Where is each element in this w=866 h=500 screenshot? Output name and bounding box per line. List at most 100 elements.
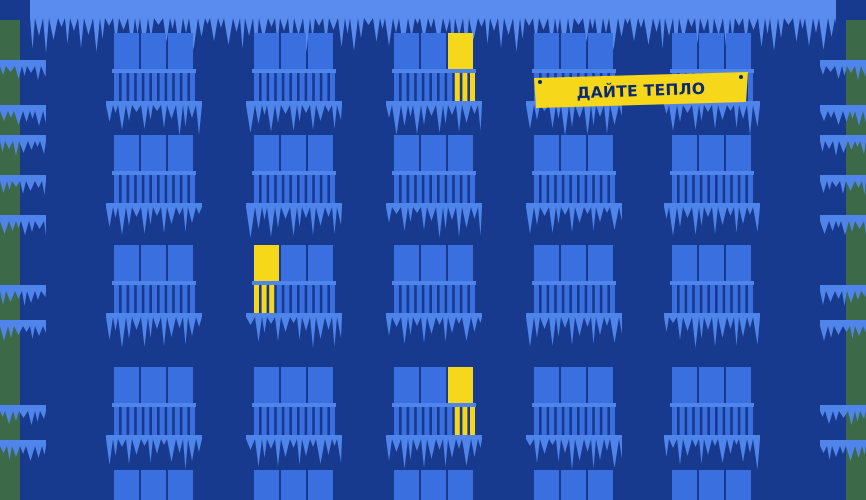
balcony-slab: [526, 313, 622, 317]
balcony-bar: [732, 407, 738, 435]
balcony-bar: [314, 73, 320, 101]
balcony-bar: [182, 73, 188, 101]
window-pane: [421, 367, 446, 403]
balcony-bar: [587, 407, 593, 435]
tree-left: [0, 20, 20, 500]
balcony-bar: [470, 175, 475, 203]
balcony-bar: [307, 407, 313, 435]
balcony-icicles: [106, 105, 202, 136]
balcony-bar: [322, 73, 328, 101]
balcony-bar: [152, 73, 157, 101]
balcony-bar: [269, 73, 275, 101]
balcony-bar: [284, 73, 290, 101]
balcony-icicles: [664, 105, 760, 136]
balcony-bar: [136, 73, 142, 101]
window-pane: [394, 135, 419, 171]
tree-snow-ledge: [0, 60, 46, 66]
balcony-bar: [610, 285, 615, 313]
balcony-bar: [114, 175, 119, 203]
balcony-slab: [664, 203, 760, 207]
window-pane: [534, 367, 559, 403]
tree-icicles: [820, 66, 866, 80]
balcony-bar: [534, 407, 539, 435]
balcony-bar: [679, 175, 685, 203]
balcony-bar: [424, 407, 430, 435]
balcony-icicles: [246, 439, 342, 467]
window-pane: [394, 245, 419, 281]
window-pane: [448, 470, 473, 500]
balcony-bar: [330, 407, 335, 435]
balcony-bar: [470, 285, 475, 313]
balcony-bar: [454, 175, 460, 203]
balcony-bar: [462, 73, 468, 101]
balcony-slab: [106, 203, 202, 207]
balcony-bar: [167, 407, 173, 435]
balcony-bar: [748, 407, 753, 435]
balcony-bar: [549, 175, 555, 203]
balcony-bar: [144, 175, 150, 203]
balcony-rail: [392, 171, 476, 175]
balcony-bar: [439, 73, 445, 101]
balcony-bar: [144, 285, 150, 313]
tree-snow-ledge: [820, 320, 866, 326]
balcony-rail: [252, 69, 336, 73]
balcony-bar: [182, 175, 188, 203]
balcony-bar: [182, 407, 188, 435]
balcony-bar: [159, 73, 165, 101]
window-pane: [421, 245, 446, 281]
window-pane: [168, 245, 193, 281]
balcony-bar: [314, 285, 320, 313]
tree-icicles: [820, 221, 866, 236]
balcony-bar: [447, 407, 453, 435]
banner-text: ДАЙТЕ ТЕПЛО: [576, 79, 706, 103]
balcony-bar: [330, 73, 335, 101]
balcony-slab: [386, 101, 482, 105]
balcony-bar: [159, 407, 165, 435]
balcony-bar: [687, 285, 693, 313]
balcony-icicles: [246, 207, 342, 238]
window-pane: [588, 245, 613, 281]
window-pane: [588, 33, 613, 69]
tree-icicles: [820, 411, 866, 425]
balcony-bar: [447, 175, 453, 203]
balcony-bar: [254, 407, 259, 435]
balcony-bar: [454, 407, 460, 435]
balcony-bar: [454, 73, 460, 101]
balcony-bar: [394, 407, 399, 435]
tree-icicles: [820, 111, 866, 126]
tree-snow-ledge: [820, 405, 866, 411]
balcony-bar: [748, 175, 753, 203]
window-pane: [672, 367, 697, 403]
balcony-bar: [129, 175, 135, 203]
balcony-bar: [717, 175, 723, 203]
balcony-bar: [549, 285, 555, 313]
balcony-rail: [252, 403, 336, 407]
balcony-rail: [532, 171, 616, 175]
balcony-bar: [564, 285, 570, 313]
balcony-bar: [416, 73, 422, 101]
balcony-bar: [694, 285, 700, 313]
balcony-bar: [121, 175, 127, 203]
balcony-rail: [532, 69, 616, 73]
window-pane: [672, 33, 697, 69]
window-pane: [699, 367, 724, 403]
balcony-bar: [307, 73, 313, 101]
balcony-bar: [261, 73, 267, 101]
window-pane: [726, 367, 751, 403]
balcony-bar: [556, 407, 562, 435]
window-pane: [588, 135, 613, 171]
balcony-bar: [725, 407, 731, 435]
tree-icicles: [820, 291, 866, 306]
balcony-bar: [276, 285, 282, 313]
balcony-bar: [602, 175, 608, 203]
tree-icicles: [820, 326, 866, 341]
balcony-bar: [541, 175, 547, 203]
window-pane: [141, 470, 166, 500]
balcony-slab: [526, 203, 622, 207]
window-pane: [168, 135, 193, 171]
window-pane: [699, 33, 724, 69]
balcony-bar: [424, 175, 430, 203]
window-pane: [726, 33, 751, 69]
balcony-bar: [292, 175, 297, 203]
balcony-slab: [386, 203, 482, 207]
